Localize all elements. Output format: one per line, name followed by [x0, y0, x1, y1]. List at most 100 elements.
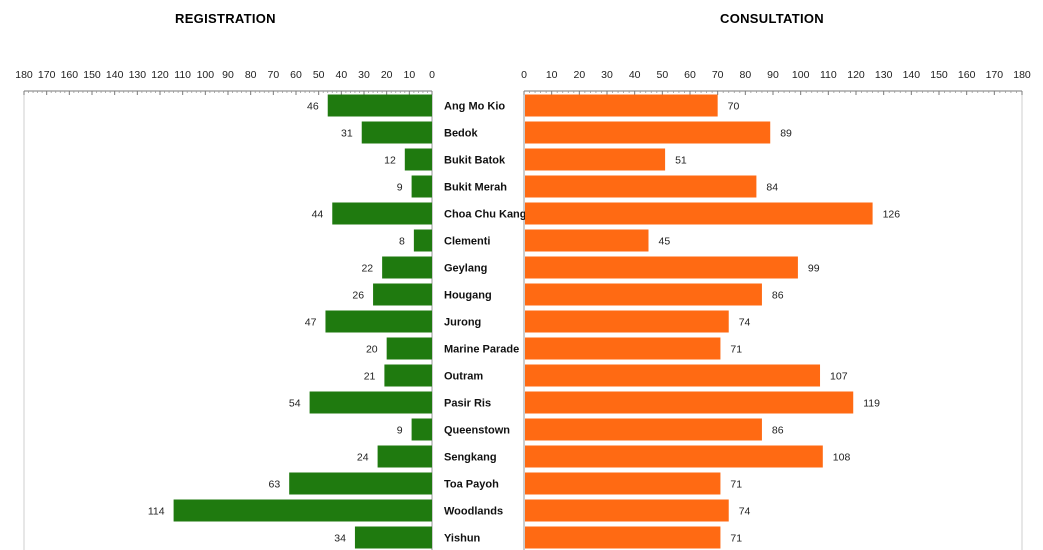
consultation-value-label: 74 — [739, 506, 751, 518]
consultation-tick-label: 10 — [546, 69, 558, 81]
category-label: Marine Parade — [444, 344, 519, 356]
registration-tick-label: 110 — [174, 69, 191, 81]
consultation-tick-label: 0 — [521, 69, 527, 81]
consultation-tick-label: 160 — [958, 69, 976, 81]
consultation-bar — [525, 526, 721, 549]
category-label: Outram — [444, 371, 483, 383]
registration-bar — [325, 310, 432, 333]
consultation-bar — [525, 418, 762, 441]
registration-tick-label: 140 — [106, 69, 124, 81]
registration-bar — [354, 526, 432, 549]
registration-value-label: 34 — [334, 533, 346, 545]
consultation-bar — [525, 229, 649, 252]
registration-bar — [413, 229, 432, 252]
consultation-bar — [525, 499, 729, 522]
consultation-bar — [525, 283, 762, 306]
registration-bar — [309, 391, 432, 414]
registration-bar — [289, 472, 432, 495]
registration-tick-label: 10 — [403, 69, 415, 81]
registration-title: REGISTRATION — [175, 11, 276, 26]
registration-value-label: 9 — [397, 425, 403, 437]
registration-bar — [386, 337, 432, 360]
registration-value-label: 20 — [366, 344, 378, 356]
registration-value-label: 47 — [305, 317, 317, 329]
consultation-tick-label: 110 — [820, 69, 837, 81]
category-label: Choa Chu Kang — [444, 209, 527, 221]
consultation-tick-label: 70 — [712, 69, 724, 81]
consultation-value-label: 108 — [833, 452, 851, 464]
consultation-tick-label: 80 — [739, 69, 751, 81]
consultation-tick-label: 20 — [573, 69, 585, 81]
consultation-value-label: 84 — [766, 182, 778, 194]
registration-tick-label: 130 — [129, 69, 147, 81]
registration-bar — [411, 175, 432, 198]
registration-tick-label: 70 — [267, 69, 279, 81]
category-label: Sengkang — [444, 452, 497, 464]
category-label: Bedok — [444, 128, 479, 140]
registration-tick-label: 80 — [245, 69, 257, 81]
registration-value-label: 26 — [352, 290, 364, 302]
registration-tick-label: 90 — [222, 69, 234, 81]
consultation-value-label: 51 — [675, 155, 687, 167]
consultation-bar — [525, 310, 729, 333]
consultation-bar — [525, 202, 873, 225]
consultation-tick-label: 100 — [792, 69, 810, 81]
consultation-tick-label: 30 — [601, 69, 613, 81]
consultation-bar — [525, 445, 823, 468]
registration-bar — [173, 499, 432, 522]
category-label: Queenstown — [444, 425, 510, 437]
category-label: Geylang — [444, 263, 487, 275]
consultation-value-label: 71 — [730, 479, 742, 491]
registration-value-label: 9 — [397, 182, 403, 194]
category-label: Woodlands — [444, 506, 503, 518]
consultation-bar — [525, 364, 821, 387]
registration-value-label: 63 — [269, 479, 281, 491]
consultation-tick-label: 120 — [847, 69, 865, 81]
category-label: Jurong — [444, 317, 481, 329]
category-label: Bukit Batok — [444, 155, 506, 167]
registration-bar — [411, 418, 432, 441]
registration-value-label: 12 — [384, 155, 396, 167]
consultation-value-label: 86 — [772, 290, 784, 302]
registration-bar — [384, 364, 432, 387]
registration-bar — [361, 121, 432, 144]
registration-bar — [373, 283, 432, 306]
consultation-tick-label: 150 — [930, 69, 948, 81]
registration-value-label: 114 — [148, 506, 165, 518]
registration-value-label: 44 — [312, 209, 324, 221]
consultation-bar — [525, 148, 666, 171]
consultation-bar — [525, 121, 771, 144]
registration-value-label: 8 — [399, 236, 405, 248]
category-label: Pasir Ris — [444, 398, 491, 410]
consultation-title: CONSULTATION — [720, 11, 824, 26]
registration-tick-label: 150 — [83, 69, 101, 81]
registration-value-label: 22 — [361, 263, 373, 275]
registration-tick-label: 0 — [429, 69, 435, 81]
consultation-value-label: 45 — [659, 236, 671, 248]
consultation-tick-label: 140 — [903, 69, 921, 81]
registration-tick-label: 100 — [197, 69, 215, 81]
consultation-value-label: 89 — [780, 128, 792, 140]
consultation-tick-label: 60 — [684, 69, 696, 81]
category-label: Bukit Merah — [444, 182, 507, 194]
consultation-bar — [525, 256, 798, 279]
consultation-value-label: 71 — [730, 344, 742, 356]
consultation-bar — [525, 391, 854, 414]
consultation-tick-label: 180 — [1013, 69, 1031, 81]
registration-bar — [332, 202, 432, 225]
consultation-bar — [525, 472, 721, 495]
registration-tick-label: 170 — [38, 69, 56, 81]
registration-tick-label: 120 — [151, 69, 169, 81]
registration-bar — [327, 94, 432, 117]
consultation-bar — [525, 175, 757, 198]
registration-value-label: 31 — [341, 128, 353, 140]
registration-value-label: 54 — [289, 398, 301, 410]
consultation-value-label: 119 — [863, 398, 880, 410]
registration-tick-label: 50 — [313, 69, 325, 81]
registration-bar — [404, 148, 432, 171]
category-label: Yishun — [444, 533, 481, 545]
consultation-tick-label: 40 — [629, 69, 641, 81]
registration-tick-label: 40 — [335, 69, 347, 81]
category-label: Ang Mo Kio — [444, 101, 505, 113]
